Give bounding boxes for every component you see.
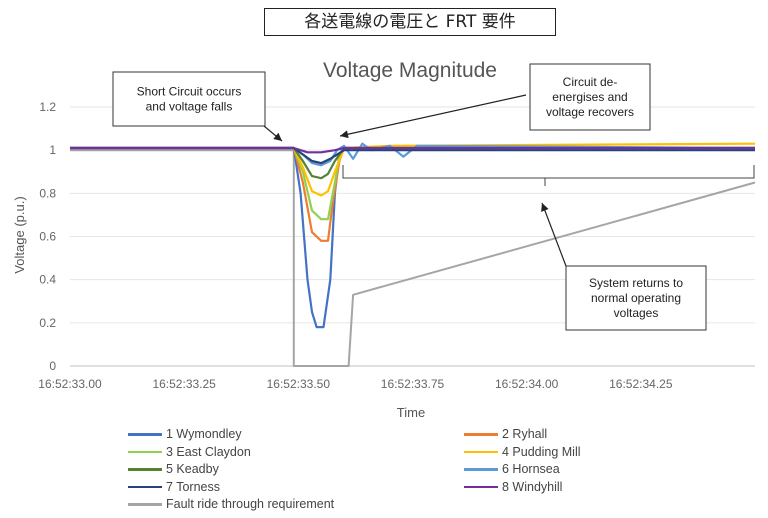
legend-swatch: [128, 433, 162, 436]
series-line-5: [70, 146, 755, 180]
annotation-text: voltage recovers: [546, 105, 634, 119]
legend-swatch: [464, 485, 498, 489]
page-title: 各送電線の電圧と FRT 要件: [264, 8, 556, 36]
annotation-text: Short Circuit occurs: [137, 85, 242, 99]
y-tick-label: 1: [49, 143, 56, 157]
legend-item: 3 East Claydon: [128, 444, 251, 461]
x-tick-label: 16:52:33.50: [267, 377, 331, 391]
legend-item: 1 Wymondley: [128, 426, 242, 443]
series-line-9: [70, 149, 756, 367]
legend-item: 8 Windyhill: [464, 479, 562, 496]
legend-item: 6 Hornsea: [464, 461, 560, 478]
annotation-arrow: [339, 94, 527, 137]
y-tick-label: 0: [49, 359, 56, 373]
annotation-box: [529, 63, 651, 131]
legend-item: 2 Ryhall: [464, 426, 547, 443]
legend-label: Fault ride through requirement: [166, 497, 335, 511]
y-tick-label: 0.4: [39, 273, 56, 287]
annotation-text: Circuit de-: [563, 75, 618, 89]
series-line-4: [70, 142, 756, 197]
range-brace: [342, 165, 755, 186]
legend-swatch: [464, 468, 498, 471]
arrow-head: [340, 130, 349, 139]
legend-swatch: [128, 485, 162, 489]
y-tick-label: 0.6: [39, 230, 56, 244]
arrow-head: [541, 203, 549, 212]
legend-label: 2 Ryhall: [502, 427, 548, 441]
annotation-arrow: [541, 202, 567, 267]
legend-swatch: [464, 450, 498, 454]
annotation-text: normal operating: [591, 291, 681, 305]
y-tick-label: 0.8: [39, 186, 56, 200]
y-tick-label: 0.2: [39, 316, 56, 330]
legend-label: 1 Wymondley: [166, 427, 242, 441]
x-tick-label: 16:52:34.25: [609, 377, 673, 391]
series-line-3: [70, 146, 755, 221]
series-line-8: [70, 146, 755, 154]
legend-label: 5 Keadby: [166, 462, 219, 476]
annotation-box: [112, 71, 266, 127]
legend-label: 8 Windyhill: [502, 479, 563, 494]
x-tick-label: 16:52:33.75: [381, 377, 445, 391]
legend-swatch: [464, 433, 498, 436]
legend-swatch: [128, 468, 162, 471]
annotation-box: [565, 265, 707, 331]
legend-swatch: [128, 450, 162, 454]
arrow-head: [273, 132, 282, 141]
series-line-2: [70, 146, 755, 242]
annotation-text: energises and: [552, 90, 627, 104]
x-axis-label: Time: [397, 405, 425, 420]
legend-label: 7 Torness: [166, 479, 220, 494]
y-tick-label: 1.2: [39, 100, 56, 114]
legend-item: 4 Pudding Mill: [464, 444, 581, 461]
chart-title: Voltage Magnitude: [323, 59, 497, 82]
legend-label: 3 East Claydon: [166, 444, 251, 459]
legend-label: 6 Hornsea: [502, 462, 560, 476]
legend-item: Fault ride through requirement: [128, 496, 334, 513]
legend-item: 7 Torness: [128, 479, 220, 496]
legend-label: 4 Pudding Mill: [502, 444, 581, 459]
legend-swatch: [128, 503, 162, 506]
annotation-text: voltages: [614, 306, 659, 320]
legend-item: 5 Keadby: [128, 461, 219, 478]
annotation-text: System returns to: [589, 276, 683, 290]
y-axis-label: Voltage (p.u.): [12, 196, 27, 273]
annotation-text: and voltage falls: [146, 100, 233, 114]
x-tick-label: 16:52:34.00: [495, 377, 559, 391]
x-tick-label: 16:52:33.00: [38, 377, 102, 391]
x-tick-label: 16:52:33.25: [152, 377, 216, 391]
